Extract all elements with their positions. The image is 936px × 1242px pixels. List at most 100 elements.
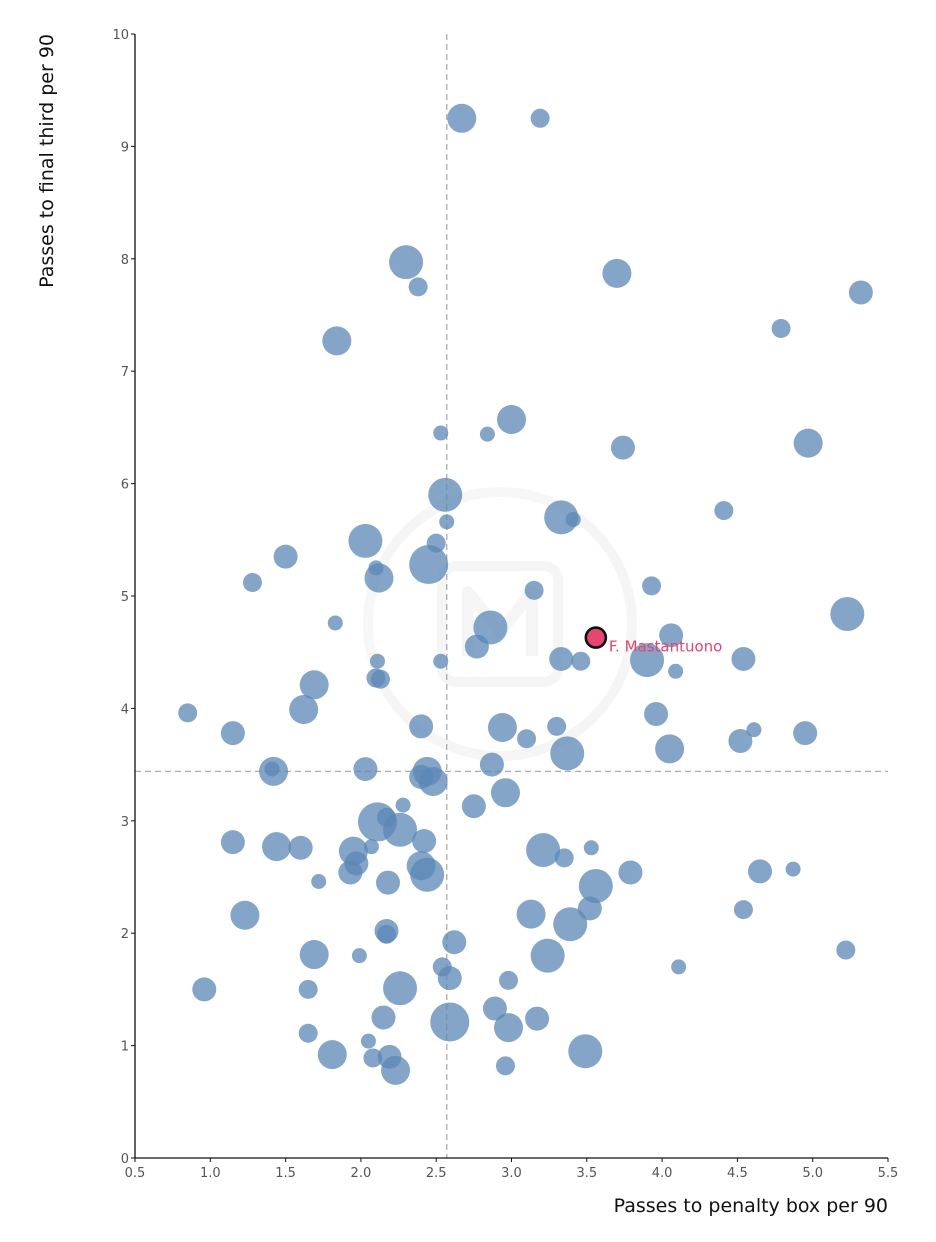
data-point — [433, 425, 449, 441]
data-point — [793, 428, 823, 458]
data-point — [220, 830, 245, 855]
x-tick-label: 1.0 — [200, 1166, 221, 1181]
x-tick-label: 3.5 — [576, 1166, 597, 1181]
data-point — [395, 797, 411, 813]
data-point — [242, 573, 262, 593]
x-tick-label: 4.5 — [727, 1166, 748, 1181]
data-point — [550, 736, 585, 771]
data-point — [530, 108, 550, 128]
y-tick-label: 1 — [121, 1040, 129, 1055]
data-point — [317, 1040, 347, 1070]
data-point — [364, 563, 394, 593]
data-point — [733, 900, 753, 920]
data-point — [571, 651, 591, 671]
data-point — [371, 1005, 396, 1030]
highlight-point — [584, 626, 608, 649]
data-point — [410, 857, 445, 892]
data-point — [498, 970, 518, 990]
data-point — [671, 959, 687, 975]
data-point — [311, 873, 327, 889]
data-point — [659, 623, 684, 648]
data-point — [389, 245, 424, 280]
data-point — [479, 752, 504, 777]
data-point — [830, 596, 865, 631]
data-point — [479, 426, 495, 442]
data-point — [668, 663, 684, 679]
data-point — [553, 907, 588, 942]
data-point — [370, 669, 390, 689]
data-point — [746, 722, 762, 738]
data-point — [408, 277, 428, 297]
data-point — [836, 940, 856, 960]
data-point — [526, 833, 561, 868]
data-point — [369, 653, 385, 669]
y-tick-label: 5 — [121, 590, 129, 605]
data-point — [288, 835, 313, 860]
y-tick-label: 9 — [121, 140, 129, 155]
highlight-group: F. Mastantuono — [584, 626, 722, 656]
data-point — [178, 703, 198, 723]
data-point — [298, 979, 318, 999]
data-point — [583, 840, 599, 856]
data-point — [220, 721, 245, 746]
data-point — [547, 716, 567, 736]
data-point — [418, 766, 448, 796]
data-point — [353, 757, 378, 782]
data-point — [565, 512, 581, 528]
data-point — [464, 634, 489, 659]
data-point — [747, 859, 772, 884]
data-point — [439, 514, 455, 530]
data-point — [230, 900, 260, 930]
data-point — [327, 615, 343, 631]
data-point — [714, 501, 734, 521]
data-point — [848, 280, 873, 305]
data-point — [602, 258, 632, 288]
data-point — [264, 761, 280, 777]
data-point — [578, 868, 613, 903]
tick-labels: 0.5 1.0 1.5 2.0 2.5 3.0 3.5 4.0 4.5 5.0 5.5 0 1 2 3 4 5 6… — [112, 28, 898, 1181]
data-point — [771, 318, 791, 338]
data-point — [618, 860, 643, 885]
data-point — [412, 829, 437, 854]
x-tick-label: 3.0 — [501, 1166, 522, 1181]
x-tick-label: 2.0 — [351, 1166, 372, 1181]
y-tick-label: 0 — [121, 1152, 129, 1167]
data-point — [363, 1048, 383, 1068]
data-point — [351, 948, 367, 964]
data-point — [731, 646, 756, 671]
y-tick-label: 6 — [121, 478, 129, 493]
data-point — [338, 860, 363, 885]
data-point — [377, 807, 397, 827]
data-point — [554, 848, 574, 868]
data-point — [262, 832, 292, 862]
y-tick-label: 3 — [121, 815, 129, 830]
data-point — [363, 839, 379, 855]
data-point — [442, 930, 467, 955]
data-point — [377, 924, 397, 944]
data-point — [348, 523, 383, 558]
data-point — [610, 435, 635, 460]
data-point — [793, 721, 818, 746]
data-point — [785, 861, 801, 877]
data-point — [728, 728, 753, 753]
data-point — [383, 971, 418, 1006]
data-point — [549, 646, 574, 671]
data-point — [428, 477, 463, 512]
data-point — [497, 405, 526, 435]
y-tick-label: 4 — [121, 702, 129, 717]
data-point — [376, 870, 401, 895]
data-point — [381, 1055, 411, 1085]
x-tick-label: 2.5 — [426, 1166, 447, 1181]
data-point — [289, 695, 319, 725]
data-point — [437, 966, 462, 991]
data-point — [655, 734, 685, 764]
y-tick-label: 10 — [112, 28, 129, 43]
data-point — [516, 899, 546, 929]
data-point — [568, 1034, 603, 1069]
data-point — [495, 1056, 515, 1076]
data-point — [430, 1002, 470, 1042]
data-point — [524, 580, 544, 600]
x-tick-label: 0.5 — [125, 1166, 146, 1181]
data-point — [409, 714, 434, 739]
